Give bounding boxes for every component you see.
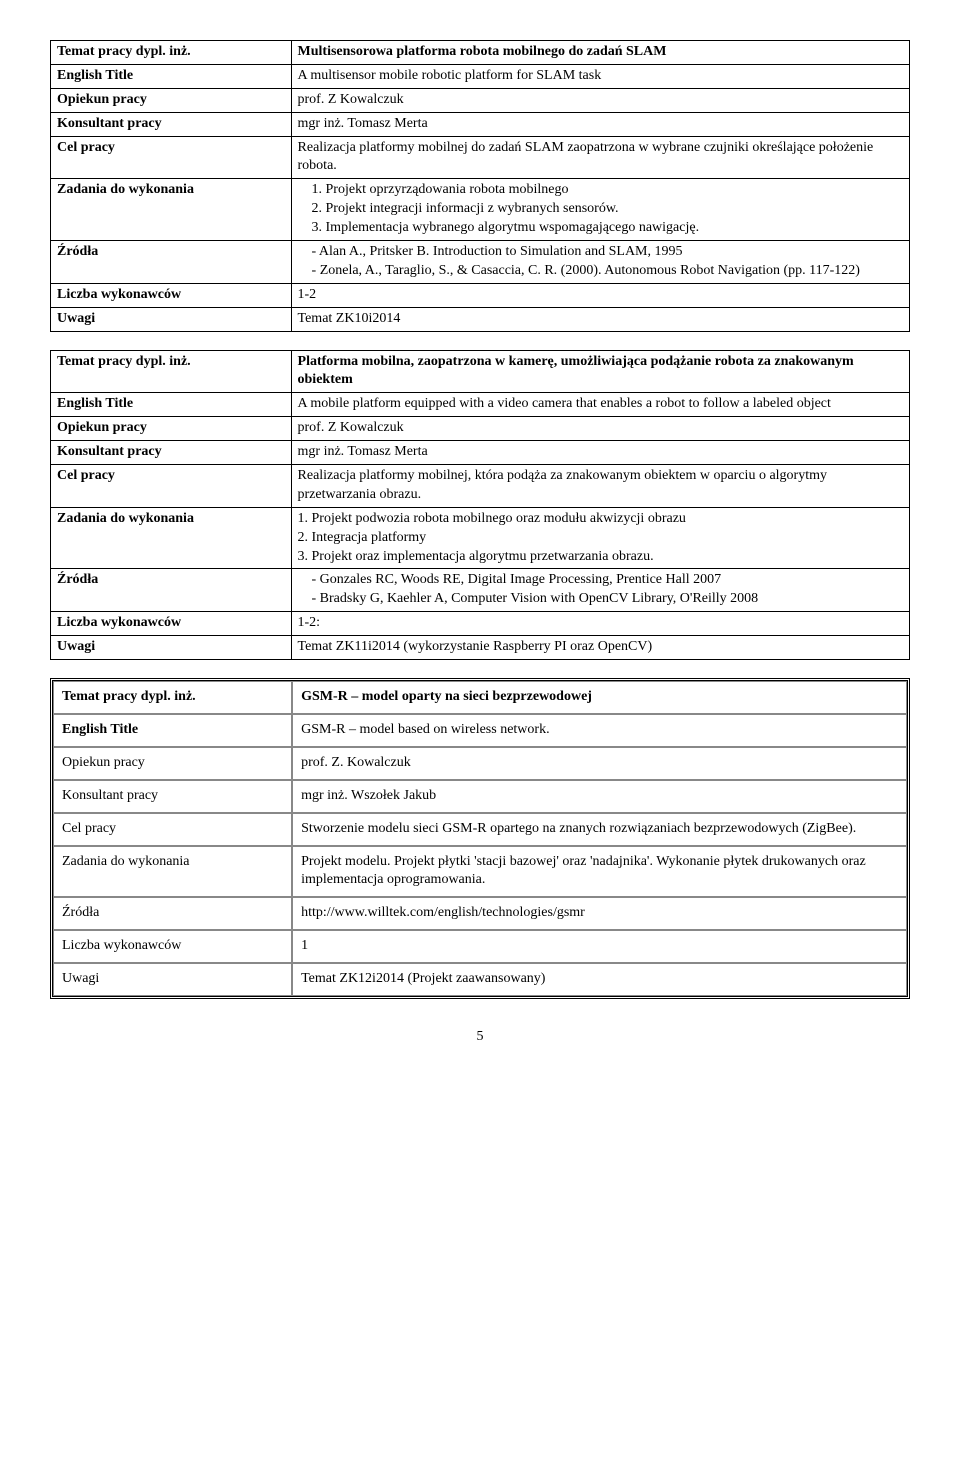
cel-value: Realizacja platformy mobilnej, która pod…: [291, 465, 909, 508]
uwagi-value: Temat ZK11i2014 (wykorzystanie Raspberry…: [291, 636, 909, 660]
konsultant-label: Konsultant pracy: [51, 441, 292, 465]
zadania-value: Projekt oprzyrządowania robota mobilnego…: [291, 179, 909, 241]
liczba-label: Liczba wykonawców: [51, 612, 292, 636]
zadania-item: Projekt integracji informacji z wybranyc…: [326, 200, 903, 219]
opiekun-label: Opiekun pracy: [51, 88, 292, 112]
temat-value: Multisensorowa platforma robota mobilneg…: [291, 41, 909, 65]
zrodla-value: - Gonzales RC, Woods RE, Digital Image P…: [291, 569, 909, 612]
liczba-value: 1-2: [291, 283, 909, 307]
konsultant-value: mgr inż. Tomasz Merta: [291, 112, 909, 136]
zrodla-item: - Gonzales RC, Woods RE, Digital Image P…: [298, 571, 903, 590]
english-label: English Title: [53, 714, 292, 747]
opiekun-value: prof. Z Kowalczuk: [291, 417, 909, 441]
zadania-item: 3. Projekt oraz implementacja algorytmu …: [298, 548, 903, 567]
zrodla-value: http://www.willtek.com/english/technolog…: [292, 897, 907, 930]
liczba-value: 1-2:: [291, 612, 909, 636]
cel-value: Realizacja platformy mobilnej do zadań S…: [291, 136, 909, 179]
temat-value: Platforma mobilna, zaopatrzona w kamerę,…: [291, 350, 909, 393]
zadania-value: Projekt modelu. Projekt płytki 'stacji b…: [292, 846, 907, 898]
liczba-label: Liczba wykonawców: [53, 930, 292, 963]
cel-label: Cel pracy: [51, 136, 292, 179]
temat-label: Temat pracy dypl. inż.: [51, 41, 292, 65]
opiekun-value: prof. Z Kowalczuk: [291, 88, 909, 112]
english-value: A mobile platform equipped with a video …: [291, 393, 909, 417]
zrodla-label: Źródła: [51, 241, 292, 284]
temat-label: Temat pracy dypl. inż.: [53, 681, 292, 714]
temat-label: Temat pracy dypl. inż.: [51, 350, 292, 393]
uwagi-label: Uwagi: [53, 963, 292, 996]
english-label: English Title: [51, 64, 292, 88]
zrodla-label: Źródła: [51, 569, 292, 612]
zadania-label: Zadania do wykonania: [51, 507, 292, 569]
konsultant-label: Konsultant pracy: [51, 112, 292, 136]
zadania-label: Zadania do wykonania: [53, 846, 292, 898]
zrodla-value: Alan A., Pritsker B. Introduction to Sim…: [291, 241, 909, 284]
zadania-item: Implementacja wybranego algorytmu wspoma…: [326, 219, 903, 238]
liczba-label: Liczba wykonawców: [51, 283, 292, 307]
cel-value: Stworzenie modelu sieci GSM-R opartego n…: [292, 813, 907, 846]
cel-label: Cel pracy: [53, 813, 292, 846]
zadania-item: 1. Projekt podwozia robota mobilnego ora…: [298, 510, 903, 529]
thesis-table-1: Temat pracy dypl. inż. Multisensorowa pl…: [50, 40, 910, 332]
uwagi-label: Uwagi: [51, 307, 292, 331]
konsultant-value: mgr inż. Tomasz Merta: [291, 441, 909, 465]
zadania-label: Zadania do wykonania: [51, 179, 292, 241]
cel-label: Cel pracy: [51, 465, 292, 508]
zrodla-item: - Bradsky G, Kaehler A, Computer Vision …: [298, 590, 903, 609]
zadania-item: 2. Integracja platformy: [298, 529, 903, 548]
thesis-table-2: Temat pracy dypl. inż. Platforma mobilna…: [50, 350, 910, 660]
konsultant-value: mgr inż. Wszołek Jakub: [292, 780, 907, 813]
opiekun-label: Opiekun pracy: [51, 417, 292, 441]
thesis-table-3: Temat pracy dypl. inż. GSM-R – model opa…: [50, 678, 910, 999]
zadania-item: Projekt oprzyrządowania robota mobilnego: [326, 181, 903, 200]
page-number: 5: [50, 1029, 910, 1045]
opiekun-label: Opiekun pracy: [53, 747, 292, 780]
zadania-value: 1. Projekt podwozia robota mobilnego ora…: [291, 507, 909, 569]
konsultant-label: Konsultant pracy: [53, 780, 292, 813]
english-value: A multisensor mobile robotic platform fo…: [291, 64, 909, 88]
english-value: GSM-R – model based on wireless network.: [292, 714, 907, 747]
liczba-value: 1: [292, 930, 907, 963]
zrodla-item: Zonela, A., Taraglio, S., & Casaccia, C.…: [326, 262, 903, 281]
uwagi-value: Temat ZK10i2014: [291, 307, 909, 331]
uwagi-value: Temat ZK12i2014 (Projekt zaawansowany): [292, 963, 907, 996]
uwagi-label: Uwagi: [51, 636, 292, 660]
opiekun-value: prof. Z. Kowalczuk: [292, 747, 907, 780]
temat-value: GSM-R – model oparty na sieci bezprzewod…: [292, 681, 907, 714]
zrodla-label: Źródła: [53, 897, 292, 930]
english-label: English Title: [51, 393, 292, 417]
zrodla-item: Alan A., Pritsker B. Introduction to Sim…: [326, 243, 903, 262]
